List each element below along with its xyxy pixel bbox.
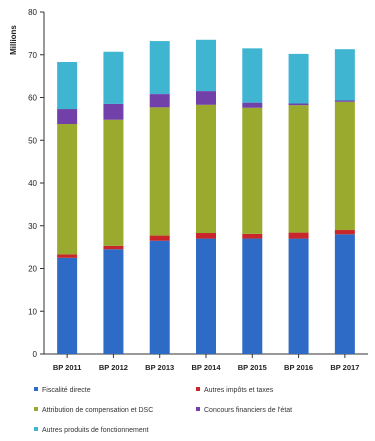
- bar-segment-5: [288, 53, 309, 104]
- bar-segment-1: [196, 238, 216, 354]
- legend-swatch: [196, 387, 200, 391]
- bar-segment-5: [57, 62, 78, 110]
- bar-segment-3: [196, 104, 216, 234]
- bar-segment-4: [242, 102, 263, 108]
- bar-segment-4: [334, 100, 355, 102]
- bar-segment-3: [288, 105, 309, 233]
- bar-segment-5: [103, 51, 124, 104]
- bar-segment-4: [57, 109, 78, 125]
- bar-segment-5: [149, 41, 170, 95]
- bar-segment-3: [242, 107, 263, 234]
- y-tick-label: 10: [28, 307, 37, 316]
- y-tick-label: 60: [28, 94, 37, 103]
- x-tick-label: BP 2012: [99, 363, 128, 372]
- bar-segment-3: [334, 101, 355, 231]
- y-tick-label: 0: [33, 350, 38, 359]
- bar-segment-2: [334, 230, 355, 235]
- legend-swatch: [34, 427, 38, 431]
- bar-segment-5: [242, 48, 263, 103]
- legend-swatch: [34, 407, 38, 411]
- bar-segment-3: [103, 119, 124, 246]
- bar-segment-1: [288, 238, 309, 354]
- y-axis-ticks: 0 10 20 30 40 50 60 70 80: [28, 8, 44, 359]
- legend-swatch: [196, 407, 200, 411]
- y-tick-label: 80: [28, 8, 37, 17]
- legend-label: Autres impôts et taxes: [204, 387, 274, 394]
- y-tick-label: 30: [28, 222, 37, 231]
- bar-segment-4: [288, 103, 309, 106]
- bar-segment-2: [242, 233, 263, 239]
- bar-segment-1: [149, 240, 170, 354]
- bar-segment-5: [334, 49, 355, 101]
- bar-segment-5: [196, 39, 216, 92]
- bar-segment-3: [57, 124, 78, 255]
- bar-segment-1: [57, 257, 78, 354]
- y-tick-label: 20: [28, 265, 37, 274]
- x-tick-label: BP 2016: [284, 363, 313, 372]
- bar-segment-1: [103, 249, 124, 354]
- x-tick-label: BP 2011: [53, 363, 82, 372]
- y-tick-label: 50: [28, 136, 37, 145]
- bar-segment-2: [57, 254, 78, 258]
- bar-segment-4: [196, 91, 216, 105]
- legend-swatch: [34, 387, 38, 391]
- x-tick-label: BP 2014: [191, 363, 221, 372]
- legend-label: Attribution de compensation et DSC: [42, 407, 153, 414]
- x-tick-label: BP 2015: [238, 363, 267, 372]
- bar-segment-3: [149, 107, 170, 236]
- bar-segment-2: [149, 235, 170, 241]
- x-tick-label: BP 2017: [330, 363, 359, 372]
- legend-label: Autres produits de fonctionnement: [42, 427, 149, 434]
- x-tick-label: BP 2013: [145, 363, 174, 372]
- legend: Fiscalité directe Autres impôts et taxes A…: [34, 387, 292, 434]
- bar-segment-2: [103, 245, 124, 250]
- legend-label: Concours financiers de l'état: [204, 407, 292, 414]
- bars-group: [57, 39, 355, 358]
- y-axis-title: Millions: [9, 25, 18, 55]
- y-tick-label: 70: [28, 51, 37, 60]
- legend-label: Fiscalité directe: [42, 387, 91, 394]
- bar-segment-4: [149, 94, 170, 108]
- x-axis-labels: BP 2011 BP 2012 BP 2013 BP 2014 BP 2015 BP 20…: [53, 363, 360, 372]
- bar-segment-2: [196, 233, 216, 239]
- y-tick-label: 40: [28, 179, 37, 188]
- bar-segment-2: [288, 232, 309, 239]
- bar-segment-1: [242, 238, 263, 354]
- bar-segment-1: [334, 234, 355, 354]
- bar-segment-4: [103, 103, 124, 120]
